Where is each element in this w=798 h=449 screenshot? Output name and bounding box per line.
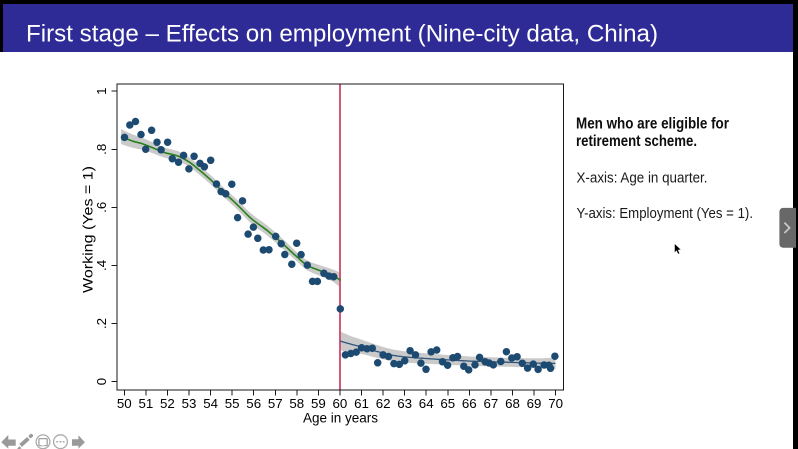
svg-text:X-axis: Age in quarter.: X-axis: Age in quarter. [577,171,708,187]
svg-text:.6: .6 [94,202,109,213]
svg-text:61: 61 [354,396,369,411]
svg-text:.4: .4 [94,260,109,271]
svg-text:60: 60 [333,396,348,411]
svg-text:51: 51 [139,396,154,411]
svg-text:65: 65 [440,396,455,411]
svg-text:Y-axis: Employment (Yes = 1).: Y-axis: Employment (Yes = 1). [577,206,754,222]
svg-text:54: 54 [203,396,218,411]
svg-text:67: 67 [484,396,499,411]
svg-text:69: 69 [527,396,542,411]
svg-text:66: 66 [462,396,477,411]
svg-text:59: 59 [311,396,326,411]
svg-text:55: 55 [225,396,240,411]
svg-text:70: 70 [548,396,563,411]
svg-text:58: 58 [289,396,304,411]
svg-text:57: 57 [268,396,283,411]
svg-text:63: 63 [397,396,412,411]
svg-text:52: 52 [160,396,175,411]
svg-text:.2: .2 [94,318,109,329]
svg-text:50: 50 [117,396,132,411]
svg-text:.8: .8 [94,144,109,155]
svg-text:First stage – Effects on emplo: First stage – Effects on employment (Nin… [26,21,658,48]
svg-text:53: 53 [182,396,197,411]
svg-text:64: 64 [419,396,434,411]
svg-text:62: 62 [376,396,391,411]
svg-text:retirement scheme.: retirement scheme. [576,133,697,150]
svg-text:Men who are eligible for: Men who are eligible for [576,116,729,133]
svg-text:56: 56 [246,396,261,411]
svg-text:Working (Yes = 1): Working (Yes = 1) [80,166,95,293]
svg-text:68: 68 [505,396,520,411]
svg-text:0: 0 [94,378,109,385]
svg-text:Age in years: Age in years [303,411,378,426]
svg-text:1: 1 [94,87,109,94]
